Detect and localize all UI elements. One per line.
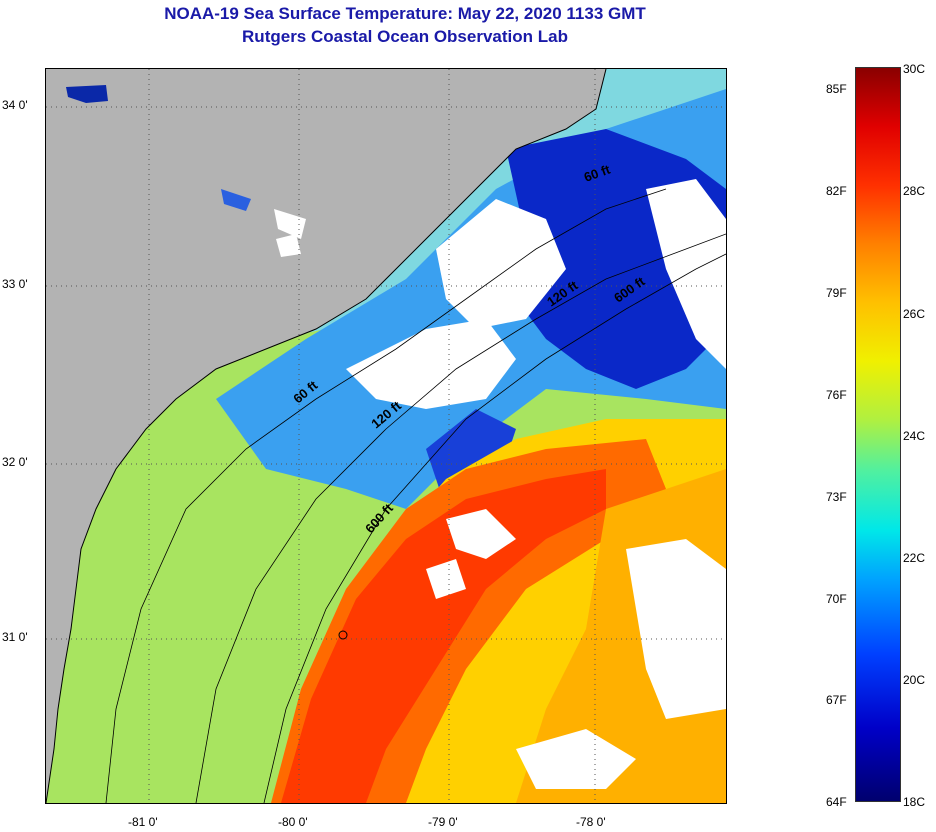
colorbar-label-82f: 82F — [826, 184, 847, 198]
isobath-600ft — [263, 253, 726, 803]
lat-label-33: 33 0' — [2, 277, 28, 291]
colorbar-label-22c: 22C — [903, 551, 926, 565]
lon-label-81: -81 0' — [128, 815, 158, 829]
colorbar-label-79f: 79F — [826, 286, 847, 300]
lat-label-32: 32 0' — [2, 455, 28, 469]
isobath-120ft — [195, 233, 726, 803]
cloud-6 — [626, 539, 726, 719]
colorbar-label-18c: 18C — [903, 795, 926, 809]
chart-title: NOAA-19 Sea Surface Temperature: May 22,… — [164, 4, 646, 23]
colorbar-label-28c: 28C — [903, 184, 926, 198]
temperature-colorbar — [855, 67, 901, 802]
colorbar-label-70f: 70F — [826, 592, 847, 606]
cloud-7 — [516, 729, 636, 789]
isobath-60ft — [105, 188, 667, 803]
graticule — [46, 69, 726, 803]
gulf-stream-core — [281, 469, 606, 803]
coastline — [46, 69, 607, 803]
colorbar-label-20c: 20C — [903, 673, 926, 687]
chart-subtitle: Rutgers Coastal Ocean Observation Lab — [242, 27, 568, 46]
inland-lake — [66, 85, 108, 103]
colorbar-label-26c: 26C — [903, 307, 926, 321]
cloud-8 — [274, 209, 306, 239]
cloud-4 — [446, 509, 516, 559]
colorbar-label-30c: 30C — [903, 62, 926, 76]
lon-label-80: -80 0' — [278, 815, 308, 829]
lat-label-31: 31 0' — [2, 630, 28, 644]
lon-label-78: -78 0' — [576, 815, 606, 829]
sst-map-canvas: 60 ft 120 ft 600 ft 60 ft 120 ft 600 ft — [46, 69, 726, 803]
sst-map: 60 ft 120 ft 600 ft 60 ft 120 ft 600 ft — [45, 68, 727, 804]
cloud-3 — [646, 179, 726, 369]
colorbar-label-24c: 24C — [903, 429, 926, 443]
cloud-5 — [426, 559, 466, 599]
station-marker — [338, 630, 348, 640]
colorbar-label-64f: 64F — [826, 795, 847, 809]
lat-label-34: 34 0' — [2, 98, 28, 112]
lon-label-79: -79 0' — [428, 815, 458, 829]
colorbar-label-76f: 76F — [826, 388, 847, 402]
inland-water — [221, 189, 251, 211]
cloud-1 — [436, 199, 566, 329]
cloud-9 — [276, 234, 301, 257]
cloud-2 — [346, 319, 516, 409]
colorbar-label-73f: 73F — [826, 490, 847, 504]
colorbar-label-67f: 67F — [826, 693, 847, 707]
colorbar-label-85f: 85F — [826, 82, 847, 96]
land — [46, 69, 606, 803]
